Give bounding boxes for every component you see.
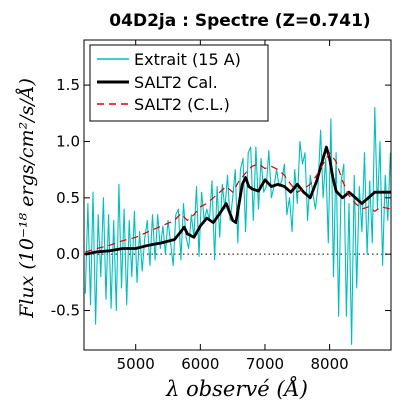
series-line-1: [85, 145, 391, 256]
y-tick-label: 0.0: [56, 245, 80, 263]
x-tick-label: 7000: [246, 355, 284, 373]
y-tick-label: 0.5: [56, 189, 80, 207]
series-line-2: [85, 152, 391, 253]
y-tick-label: -0.5: [51, 302, 80, 320]
x-tick-label: 6000: [181, 355, 219, 373]
ticks-group: 5000 6000 7000 8000 -0.5 0.0 0.5 1.0 1.5: [51, 40, 391, 373]
x-axis-label: λ observé (Å): [165, 376, 308, 400]
legend: Extrait (15 A) SALT2 Cal. SALT2 (C.L.): [89, 44, 269, 122]
y-axis-label: Flux (10⁻¹⁸ ergs/cm²/s/Å): [16, 78, 38, 319]
series-line-0: [84, 107, 391, 345]
legend-label-salt2-cal: SALT2 Cal.: [134, 73, 218, 92]
legend-label-salt2-cl: SALT2 (C.L.): [134, 95, 230, 114]
chart-title: 04D2ja : Spectre (Z=0.741): [109, 11, 370, 31]
y-tick-label: 1.0: [56, 132, 80, 150]
legend-label-extrait: Extrait (15 A): [134, 50, 241, 69]
plot-frame: [83, 39, 392, 351]
series-group: [84, 107, 391, 345]
x-tick-label: 5000: [117, 355, 155, 373]
x-tick-label: 8000: [311, 355, 349, 373]
y-tick-label: 1.5: [56, 76, 80, 94]
